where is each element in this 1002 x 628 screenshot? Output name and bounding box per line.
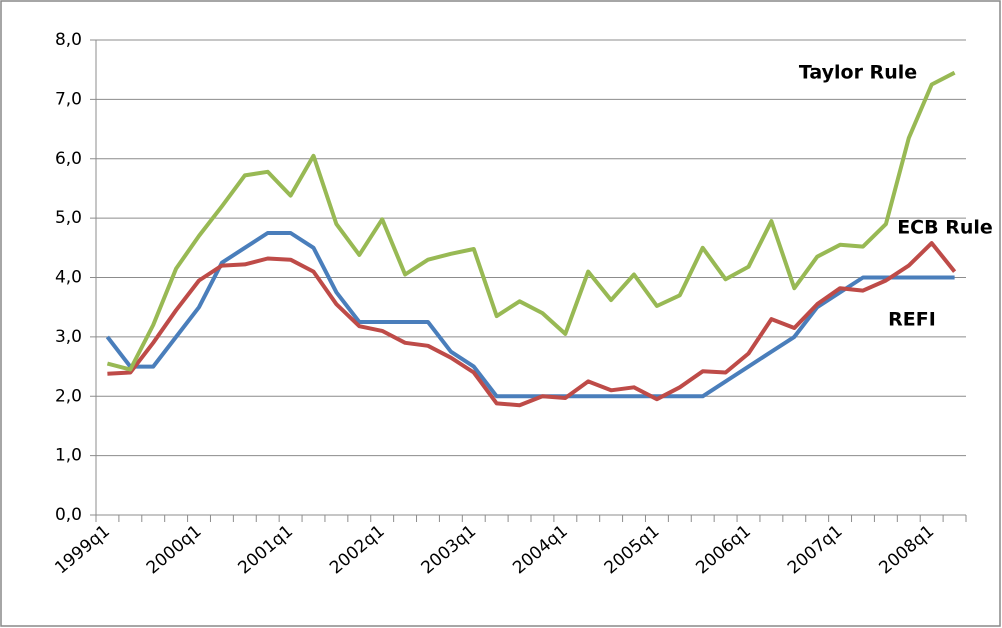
series-label: ECB Rule xyxy=(897,217,993,239)
y-tick-label: 1,0 xyxy=(55,446,82,466)
series-line xyxy=(105,231,955,399)
y-tick-label: 3,0 xyxy=(55,327,82,347)
y-tick-label: 4,0 xyxy=(55,268,82,288)
y-tick-label: 2,0 xyxy=(55,386,82,406)
y-tick-label: 0,0 xyxy=(55,505,82,525)
y-tick-label: 7,0 xyxy=(55,89,82,109)
y-tick-label: 8,0 xyxy=(55,30,82,50)
series-line xyxy=(106,70,956,372)
series-label: Taylor Rule xyxy=(799,62,917,84)
series-label: REFI xyxy=(888,309,936,331)
y-tick-label: 5,0 xyxy=(55,208,82,228)
series-line xyxy=(107,241,957,408)
y-tick-label: 6,0 xyxy=(55,149,82,169)
